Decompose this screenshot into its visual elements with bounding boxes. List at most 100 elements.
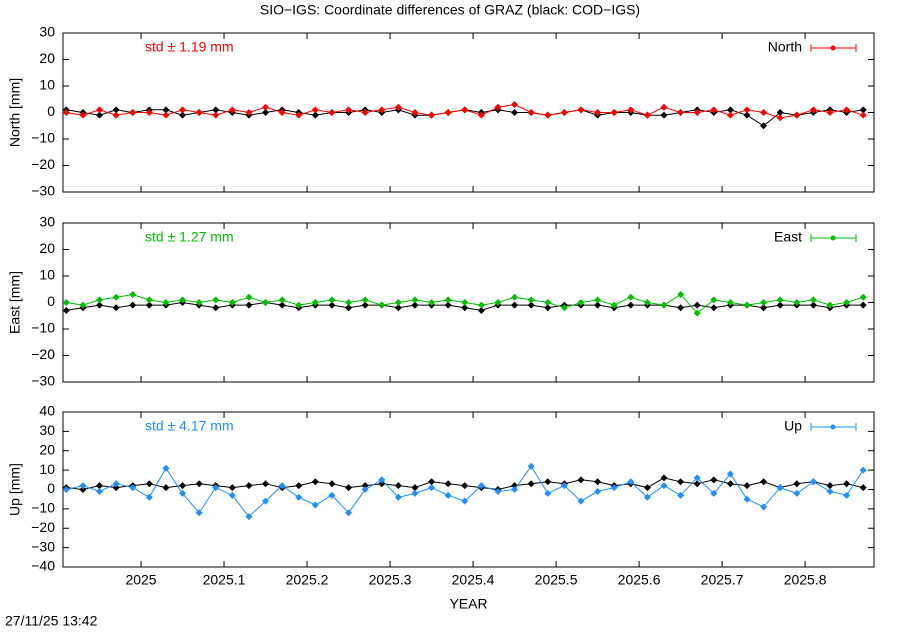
data-point bbox=[710, 106, 718, 114]
x-tick-label: 2025.6 bbox=[618, 572, 661, 588]
x-tick-label: 2025.2 bbox=[286, 572, 329, 588]
data-point bbox=[129, 291, 137, 299]
data-point bbox=[145, 480, 153, 488]
data-point bbox=[162, 111, 170, 119]
data-point bbox=[693, 480, 701, 488]
data-point bbox=[79, 486, 87, 493]
data-point bbox=[859, 301, 867, 309]
x-tick-label: 2025.1 bbox=[203, 572, 246, 588]
data-point bbox=[544, 478, 552, 486]
data-point bbox=[62, 486, 70, 493]
data-point bbox=[776, 296, 784, 304]
data-point bbox=[278, 301, 286, 309]
data-point bbox=[162, 464, 170, 472]
data-point bbox=[627, 478, 635, 486]
timestamp: 27/11/25 13:42 bbox=[5, 613, 98, 629]
data-point bbox=[212, 304, 220, 312]
data-point bbox=[411, 296, 419, 304]
data-point bbox=[62, 306, 70, 314]
annotation: std ± 1.19 mm bbox=[145, 39, 234, 55]
data-point bbox=[129, 301, 137, 309]
data-point bbox=[444, 109, 452, 116]
data-point bbox=[793, 489, 801, 497]
legend-marker bbox=[830, 235, 836, 241]
data-point bbox=[726, 480, 734, 488]
data-point bbox=[726, 470, 734, 478]
y-tick-label: 20 bbox=[39, 50, 55, 66]
data-point bbox=[477, 306, 485, 314]
data-point bbox=[544, 304, 552, 312]
data-point bbox=[494, 299, 502, 306]
data-point bbox=[677, 291, 685, 299]
data-point bbox=[129, 109, 137, 116]
data-point bbox=[278, 109, 286, 116]
data-point bbox=[760, 122, 768, 130]
data-point bbox=[843, 491, 851, 499]
data-point bbox=[411, 301, 419, 309]
data-point bbox=[660, 482, 668, 490]
data-point bbox=[660, 111, 668, 119]
data-point bbox=[826, 109, 834, 116]
data-point bbox=[826, 301, 834, 309]
y-tick-label: 0 bbox=[47, 103, 55, 119]
data-point bbox=[560, 109, 568, 116]
data-point bbox=[859, 466, 867, 474]
data-point bbox=[461, 482, 469, 490]
y-tick-label: 30 bbox=[39, 422, 55, 438]
data-point bbox=[743, 482, 751, 490]
data-point bbox=[361, 482, 369, 490]
data-point bbox=[328, 296, 336, 304]
data-point bbox=[594, 296, 602, 304]
y-tick-label: 10 bbox=[39, 267, 55, 283]
data-point bbox=[859, 111, 867, 119]
data-point bbox=[843, 480, 851, 488]
data-point bbox=[760, 304, 768, 312]
data-point bbox=[145, 493, 153, 501]
data-point bbox=[793, 480, 801, 488]
data-point bbox=[726, 106, 734, 114]
data-point bbox=[577, 106, 585, 114]
data-point bbox=[743, 106, 751, 114]
data-point bbox=[677, 491, 685, 499]
data-point bbox=[145, 109, 153, 116]
legend-label: Up bbox=[784, 418, 802, 434]
data-point bbox=[311, 111, 319, 119]
data-point bbox=[809, 478, 817, 486]
y-tick-label: 20 bbox=[39, 240, 55, 256]
data-point bbox=[295, 111, 303, 119]
data-point bbox=[428, 299, 436, 306]
data-point bbox=[494, 487, 502, 495]
data-point bbox=[328, 109, 336, 116]
x-tick-label: 2025.8 bbox=[784, 572, 827, 588]
data-point bbox=[843, 106, 851, 114]
data-point bbox=[544, 299, 552, 306]
data-point bbox=[594, 478, 602, 486]
data-point bbox=[378, 476, 386, 484]
data-point bbox=[693, 474, 701, 482]
data-point bbox=[361, 109, 369, 116]
data-point bbox=[96, 296, 104, 304]
y-tick-label: −20 bbox=[31, 519, 55, 535]
data-point bbox=[843, 299, 851, 306]
data-point bbox=[776, 484, 784, 492]
data-point bbox=[79, 482, 87, 490]
x-axis-label: YEAR bbox=[449, 596, 487, 612]
data-point bbox=[428, 478, 436, 486]
data-point bbox=[560, 304, 568, 312]
data-point bbox=[428, 484, 436, 492]
data-point bbox=[179, 296, 187, 304]
y-tick-label: 40 bbox=[39, 403, 55, 419]
data-point bbox=[660, 474, 668, 482]
data-point bbox=[544, 111, 552, 119]
data-point bbox=[577, 476, 585, 484]
data-point bbox=[444, 491, 452, 499]
data-point bbox=[444, 301, 452, 309]
data-point bbox=[527, 296, 535, 304]
data-point bbox=[461, 299, 469, 306]
data-point bbox=[627, 301, 635, 309]
data-point bbox=[809, 296, 817, 304]
data-point bbox=[345, 106, 353, 114]
data-point bbox=[610, 484, 618, 492]
data-point bbox=[411, 109, 419, 116]
